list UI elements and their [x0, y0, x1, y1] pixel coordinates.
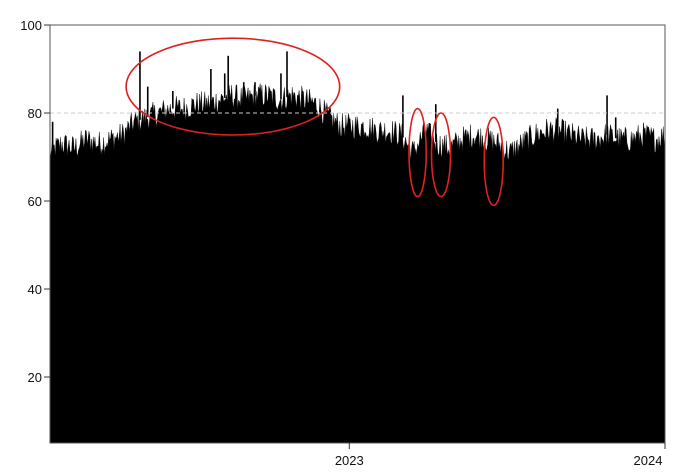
- y-tick-label: 100: [20, 18, 42, 33]
- x-tick-label: 2023: [335, 453, 364, 468]
- annotation-ellipse-3: [430, 112, 452, 198]
- x-tick-label: 2024: [634, 453, 663, 468]
- y-tick-label: 20: [28, 370, 42, 385]
- annotation-ellipse-4: [483, 116, 505, 207]
- plot-area: [49, 51, 666, 444]
- series-area: [49, 83, 666, 444]
- annotation-ellipse-1: [125, 37, 341, 136]
- y-tick-label: 80: [28, 106, 42, 121]
- annotation-ellipse-2: [408, 107, 428, 198]
- annotations: [125, 37, 505, 207]
- axes: 20 40 60 80 100 2023 2024: [20, 18, 666, 468]
- plot-frame: [49, 24, 666, 444]
- y-tick-label: 60: [28, 194, 42, 209]
- y-tick-label: 40: [28, 282, 42, 297]
